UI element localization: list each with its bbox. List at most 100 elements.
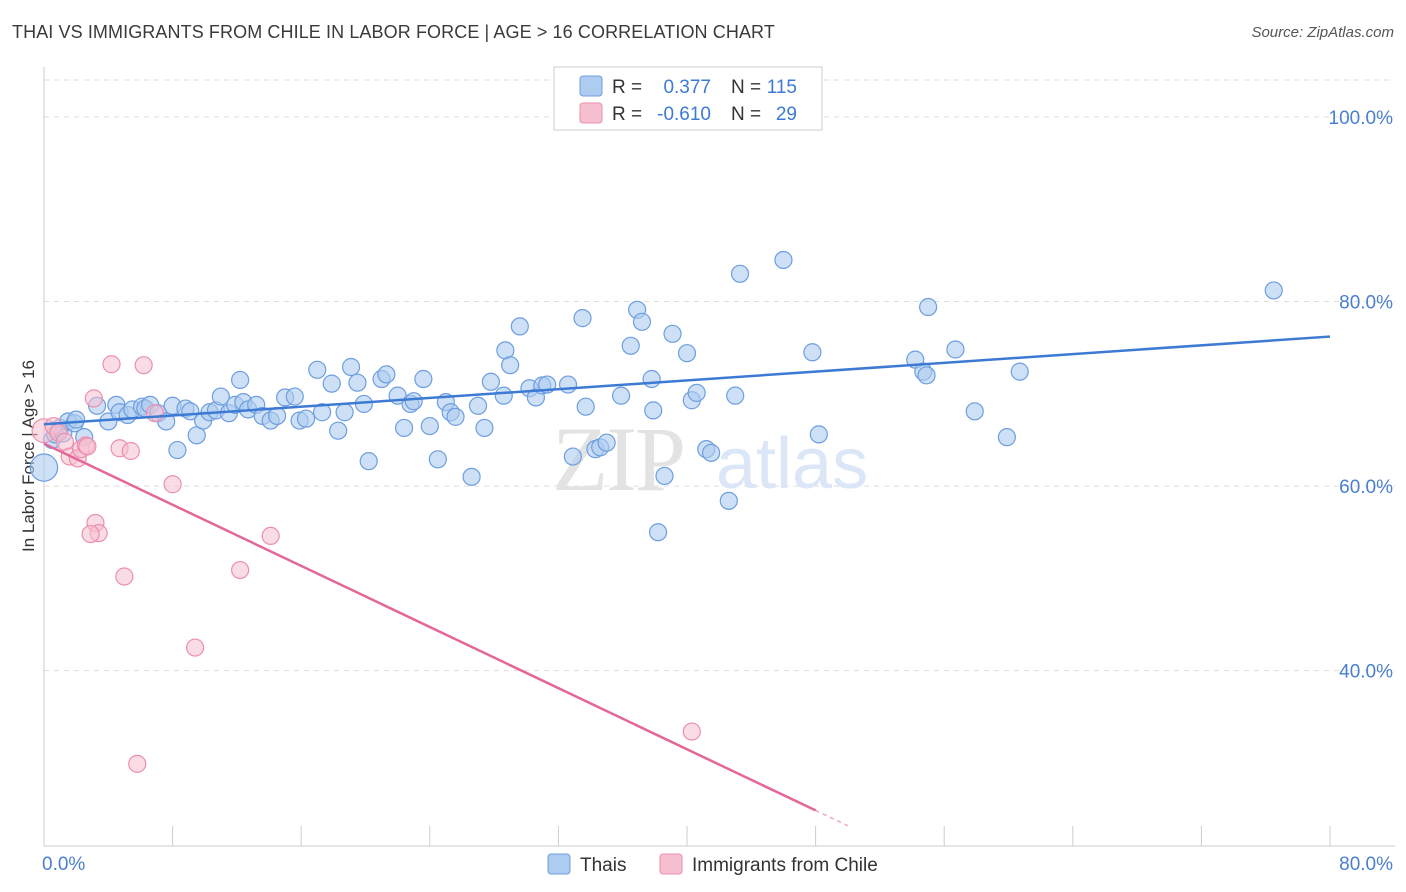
point-thais xyxy=(329,421,348,440)
trend-lines xyxy=(43,335,1331,827)
point-thais xyxy=(644,401,663,420)
point-thais xyxy=(573,309,592,328)
source-credit: Source: ZipAtlas.com xyxy=(1251,24,1394,41)
point-thais xyxy=(312,403,332,422)
trend-line-thais xyxy=(43,335,1331,426)
chart-title: THAI VS IMMIGRANTS FROM CHILE IN LABOR F… xyxy=(12,22,775,42)
watermark-atlas: atlas xyxy=(716,424,868,504)
point-thais xyxy=(322,374,341,393)
point-thais xyxy=(67,410,86,429)
point-immigrants-from-chile xyxy=(231,560,250,580)
y-tick-label: 40.0% xyxy=(1339,662,1393,683)
point-thais xyxy=(809,425,828,444)
point-thais xyxy=(446,407,465,426)
x-tick-label: 80.0% xyxy=(1339,854,1393,875)
point-thais xyxy=(494,386,513,405)
bottom-legend-chile: Immigrants from Chile xyxy=(692,855,878,876)
legend-box: R = 0.377 N = 115 R = -0.610 N = 29 xyxy=(553,66,823,131)
point-immigrants-from-chile xyxy=(682,722,701,741)
point-thais xyxy=(719,491,738,510)
point-immigrants-from-chile xyxy=(84,389,103,408)
legend-swatch-chile xyxy=(579,102,603,124)
point-thais xyxy=(341,357,361,377)
legend-r-label-thais: R = xyxy=(612,77,642,98)
y-axis-label: In Labor Force | Age > 16 xyxy=(19,360,38,552)
trend-line-immigrants-from-chile xyxy=(43,442,817,812)
point-thais xyxy=(648,523,668,542)
point-immigrants-from-chile xyxy=(128,754,147,773)
point-thais xyxy=(677,344,697,363)
point-thais xyxy=(414,369,433,389)
point-thais xyxy=(404,392,423,411)
point-thais xyxy=(632,312,652,331)
point-thais xyxy=(726,386,745,405)
bottom-legend-swatch-thais xyxy=(547,853,571,875)
legend-n-value-thais: 115 xyxy=(767,77,797,98)
point-thais xyxy=(510,317,529,336)
point-thais xyxy=(687,383,706,402)
y-tick-label: 80.0% xyxy=(1339,292,1393,313)
point-thais xyxy=(462,467,481,486)
legend-n-value-chile: 29 xyxy=(776,104,797,125)
point-immigrants-from-chile xyxy=(102,355,121,374)
legend-r-value-thais: 0.377 xyxy=(663,77,711,98)
point-thais xyxy=(168,440,187,460)
point-thais xyxy=(730,264,750,283)
point-thais xyxy=(211,387,230,406)
point-thais xyxy=(597,433,616,452)
bottom-legend-thais: Thais xyxy=(580,855,626,876)
point-thais xyxy=(1010,362,1029,381)
point-thais xyxy=(420,416,439,436)
point-thais xyxy=(774,250,793,270)
point-thais xyxy=(576,397,595,416)
point-thais xyxy=(558,375,578,394)
point-thais xyxy=(428,450,447,469)
bottom-legend: Thais Immigrants from Chile xyxy=(547,853,878,876)
trend-line-immigrants-from-chile-extension xyxy=(815,809,849,827)
point-thais xyxy=(308,360,327,379)
legend-n-label-thais: N = xyxy=(731,77,761,98)
point-immigrants-from-chile xyxy=(261,526,280,546)
point-thais xyxy=(481,372,500,391)
point-thais xyxy=(621,336,640,355)
point-thais xyxy=(335,403,354,422)
point-thais xyxy=(803,343,822,362)
point-thais xyxy=(919,297,938,317)
point-thais xyxy=(563,447,582,466)
point-immigrants-from-chile xyxy=(163,475,182,494)
legend-r-label-chile: R = xyxy=(612,104,642,125)
legend-r-value-chile: -0.610 xyxy=(657,104,711,125)
point-immigrants-from-chile xyxy=(186,638,205,657)
point-thais xyxy=(475,418,494,438)
point-thais xyxy=(501,356,520,375)
point-thais xyxy=(702,443,721,462)
point-thais xyxy=(611,386,631,405)
point-thais xyxy=(296,409,316,428)
point-thais xyxy=(377,365,396,384)
point-immigrants-from-chile xyxy=(134,356,153,375)
point-thais xyxy=(231,370,250,390)
y-tick-label: 100.0% xyxy=(1329,108,1394,129)
point-thais xyxy=(946,340,965,359)
legend-swatch-thais xyxy=(579,75,603,97)
series-thais xyxy=(29,250,1283,542)
y-tick-label: 60.0% xyxy=(1339,477,1393,498)
point-thais xyxy=(348,373,367,392)
y-axis-tick-labels: 40.0% 60.0% 80.0% 100.0% xyxy=(1329,108,1394,683)
point-thais xyxy=(997,428,1016,447)
x-axis-tick-labels: 0.0% 80.0% xyxy=(42,854,1393,875)
point-immigrants-from-chile xyxy=(81,524,100,544)
point-thais xyxy=(359,452,378,471)
point-thais xyxy=(965,402,984,421)
bottom-legend-swatch-chile xyxy=(659,853,683,875)
point-thais xyxy=(1264,281,1283,300)
x-tick-label: 0.0% xyxy=(42,854,85,875)
point-immigrants-from-chile xyxy=(78,437,97,456)
point-immigrants-from-chile xyxy=(121,441,140,461)
point-thais xyxy=(29,453,59,482)
point-thais xyxy=(468,396,488,415)
point-thais xyxy=(394,418,414,438)
point-thais xyxy=(917,366,936,385)
legend-n-label-chile: N = xyxy=(731,104,761,125)
